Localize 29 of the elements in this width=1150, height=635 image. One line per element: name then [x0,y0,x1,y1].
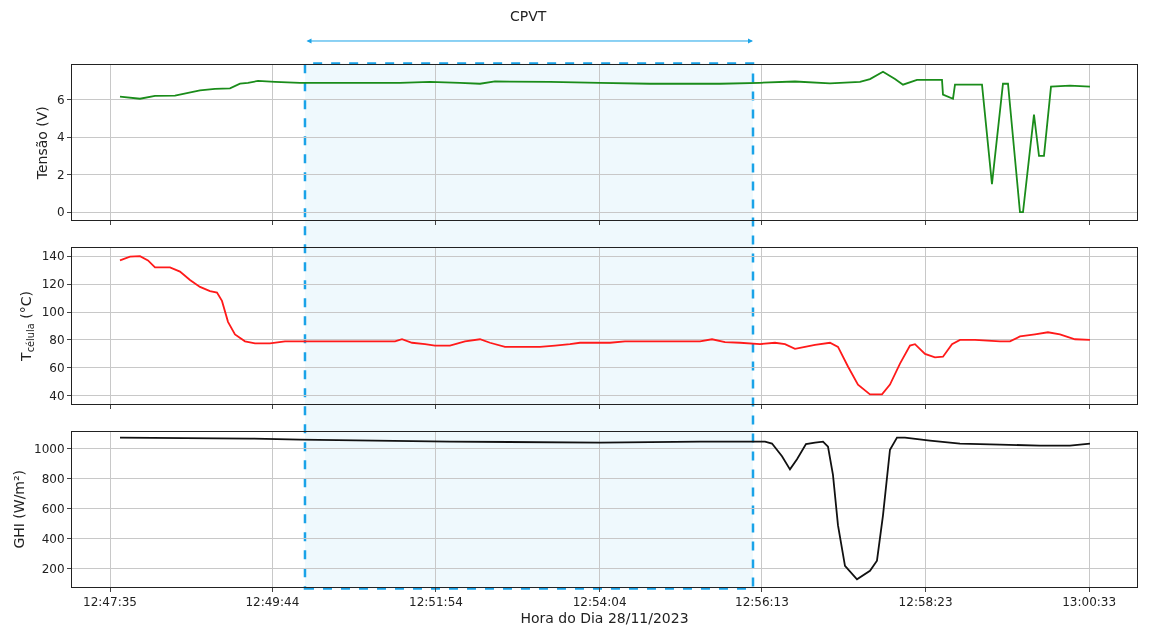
y-axis-title: Tensão (V) [33,106,50,181]
y-tick-label: 2 [56,167,65,182]
y-tick-label: 1000 [34,441,65,456]
x-tick-label: 12:56:13 [735,595,789,610]
y-tick-label: 0 [56,205,65,220]
y-tick-label: 800 [41,471,65,486]
y-tick-label: 120 [41,277,65,292]
band-label: CPVT [510,8,547,24]
x-tick-label: 12:49:44 [245,595,300,610]
x-tick-label: 12:47:35 [83,595,137,610]
line-series [119,70,1091,213]
x-axis-title: Hora do Dia 28/11/2023 [520,609,689,626]
y-tick-label: 40 [49,388,65,403]
y-tick-label: 60 [49,361,65,376]
y-tick-label: 100 [41,305,65,320]
y-tick-label: 140 [41,249,65,264]
x-tick-label: 12:58:23 [898,595,953,610]
y-tick-label: 400 [41,531,65,546]
x-tick-label: 12:54:04 [572,595,627,610]
y-tick-label: 200 [41,562,65,577]
y-tick-label: 80 [49,333,65,348]
line-series [119,436,1091,581]
x-tick-label: 12:51:54 [409,595,463,610]
y-tick-label: 600 [41,501,65,516]
y-tick-label: 6 [56,92,65,107]
line-series [119,255,1091,396]
y-axis-title: GHI (W/m²) [10,469,27,549]
y-tick-label: 4 [56,130,65,145]
x-tick-label: 13:00:33 [1062,595,1117,610]
